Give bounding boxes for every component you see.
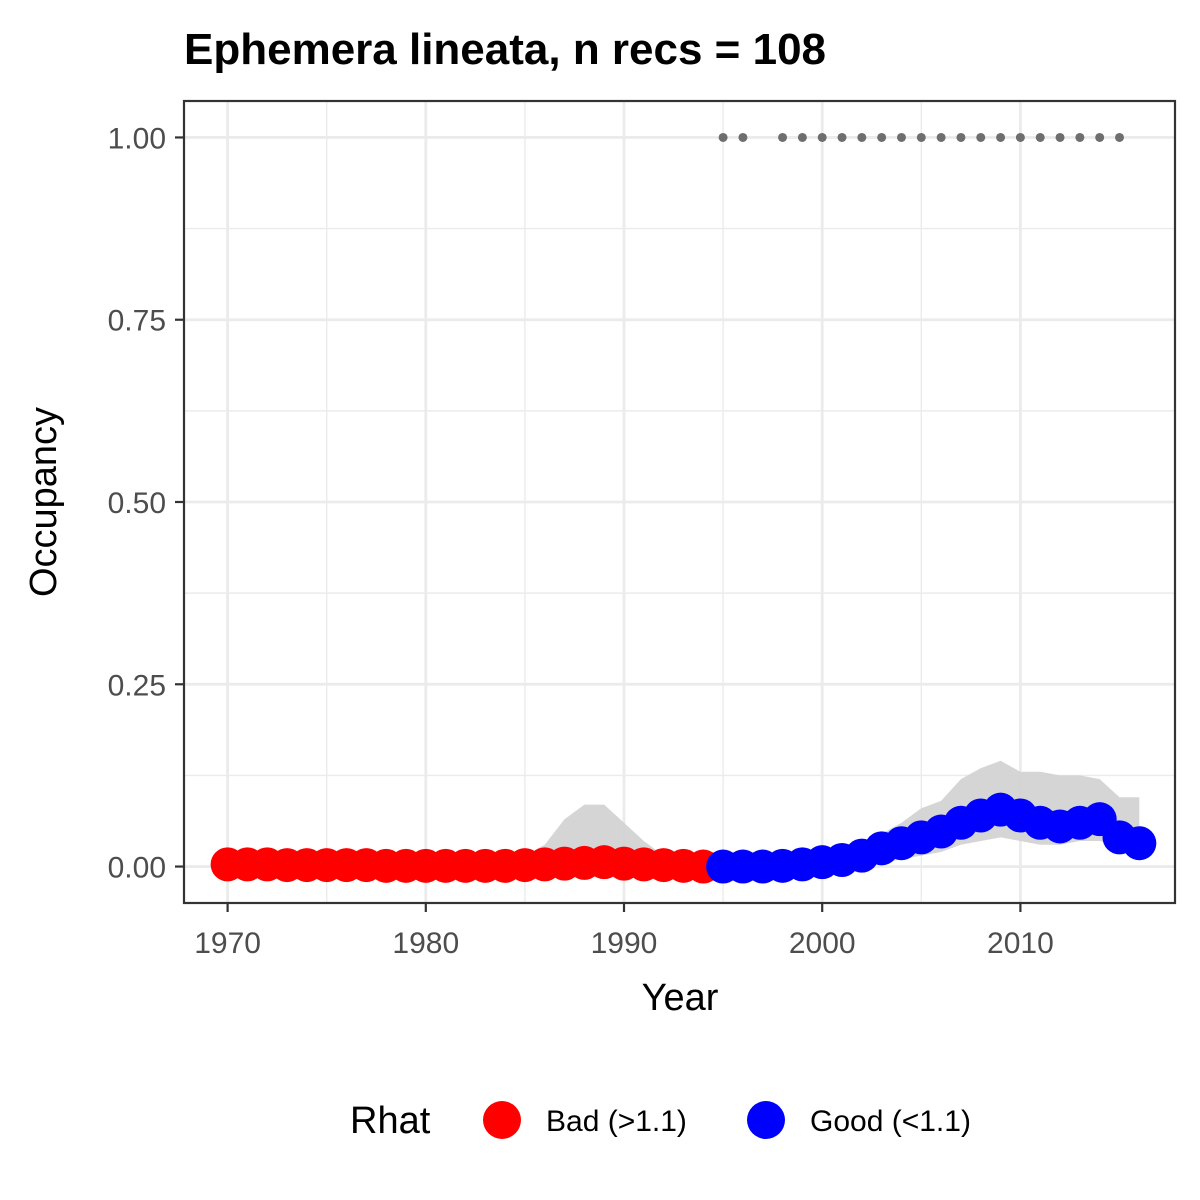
record-year-point [1036, 133, 1045, 142]
record-year-point [996, 133, 1005, 142]
legend-label-bad: Bad (>1.1) [546, 1105, 687, 1138]
record-year-point [1095, 133, 1104, 142]
y-tick-label: 0.00 [108, 852, 166, 885]
legend-label-good: Good (<1.1) [810, 1105, 971, 1138]
record-year-point [818, 133, 827, 142]
record-year-point [857, 133, 866, 142]
legend-key-good [747, 1101, 785, 1139]
record-year-point [897, 133, 906, 142]
record-year-point [956, 133, 965, 142]
x-tick-label: 1970 [194, 927, 261, 960]
record-year-point [937, 133, 946, 142]
y-tick-label: 0.25 [108, 669, 166, 702]
record-year-point [976, 133, 985, 142]
x-tick-label: 1990 [591, 927, 658, 960]
x-axis-title: Year [642, 977, 719, 1019]
record-year-point [838, 133, 847, 142]
y-axis-title: Occupancy [23, 407, 65, 597]
record-years-points [719, 133, 1124, 142]
record-year-point [1115, 133, 1124, 142]
legend-key-bad [483, 1101, 521, 1139]
record-year-point [798, 133, 807, 142]
record-year-point [1075, 133, 1084, 142]
record-year-point [917, 133, 926, 142]
record-year-point [1016, 133, 1025, 142]
x-tick-label: 2010 [987, 927, 1054, 960]
y-tick-label: 1.00 [108, 122, 166, 155]
y-tick-label: 0.75 [108, 305, 166, 338]
x-tick-label: 1980 [392, 927, 459, 960]
record-year-point [719, 133, 728, 142]
legend-title: Rhat [350, 1100, 431, 1142]
record-year-point [738, 133, 747, 142]
x-tick-label: 2000 [789, 927, 856, 960]
record-year-point [877, 133, 886, 142]
record-year-point [778, 133, 787, 142]
record-year-point [1056, 133, 1065, 142]
point-good-rhat [1122, 826, 1156, 860]
chart-title: Ephemera lineata, n recs = 108 [184, 25, 826, 74]
y-tick-label: 0.50 [108, 487, 166, 520]
